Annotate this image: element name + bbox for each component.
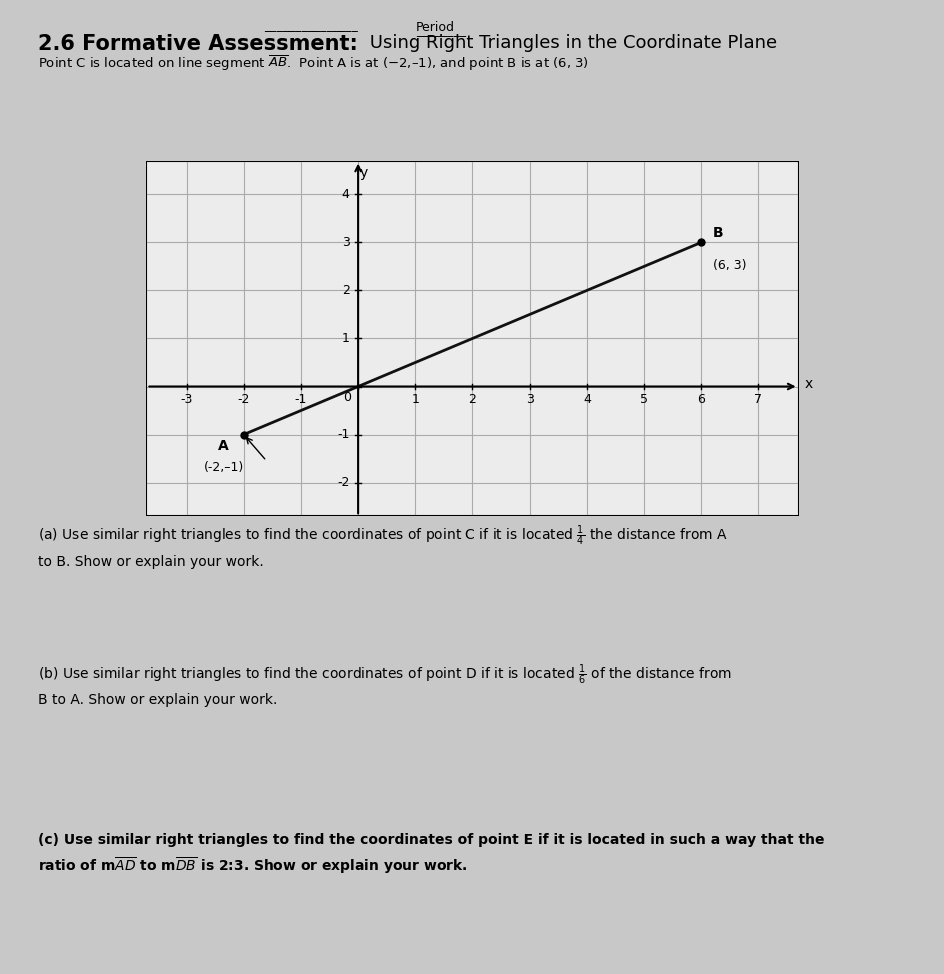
Text: 1: 1 [342,332,349,345]
Text: 1: 1 [411,393,419,406]
Text: B: B [712,226,722,240]
Text: Using Right Triangles in the Coordinate Plane: Using Right Triangles in the Coordinate … [363,34,776,52]
Text: -2: -2 [337,476,349,489]
Text: y: y [360,166,367,179]
Text: -1: -1 [295,393,307,406]
Text: (b) Use similar right triangles to find the coordinates of point D if it is loca: (b) Use similar right triangles to find … [38,662,732,707]
Text: -3: -3 [180,393,193,406]
Text: Point C is located on line segment $\overline{AB}$.  Point A is at (−2,–1), and : Point C is located on line segment $\ove… [38,54,588,73]
Text: 7: 7 [753,393,762,406]
Text: 4: 4 [582,393,590,406]
Text: 2.6 Formative Assessment:: 2.6 Formative Assessment: [38,34,357,55]
Text: 5: 5 [639,393,648,406]
Text: A: A [218,439,228,453]
Text: x: x [803,377,812,392]
Text: 2: 2 [468,393,476,406]
Text: (-2,–1): (-2,–1) [203,461,244,474]
Text: 2: 2 [342,284,349,297]
Text: (c) Use similar right triangles to find the coordinates of point E if it is loca: (c) Use similar right triangles to find … [38,833,823,877]
Text: -1: -1 [337,428,349,441]
Text: 3: 3 [342,236,349,249]
Text: ________: ________ [415,24,465,37]
Text: Period: Period [415,21,454,34]
Text: _______________: _______________ [264,19,358,32]
Text: (a) Use similar right triangles to find the coordinates of point C if it is loca: (a) Use similar right triangles to find … [38,524,727,569]
Text: -2: -2 [237,393,249,406]
Text: 0: 0 [343,392,351,404]
Text: (6, 3): (6, 3) [712,259,746,272]
Text: 6: 6 [697,393,704,406]
Text: 4: 4 [342,188,349,201]
Text: 3: 3 [525,393,533,406]
